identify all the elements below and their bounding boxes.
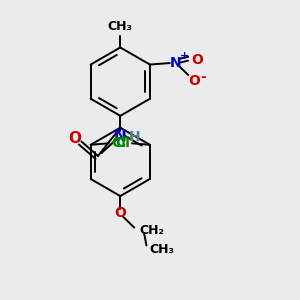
Text: O: O bbox=[188, 74, 200, 88]
Text: +: + bbox=[180, 51, 189, 61]
Text: H: H bbox=[129, 130, 140, 144]
Text: CH₃: CH₃ bbox=[150, 243, 175, 256]
Text: -: - bbox=[200, 70, 206, 84]
Text: O: O bbox=[191, 53, 203, 67]
Text: N: N bbox=[114, 129, 127, 144]
Text: CH₃: CH₃ bbox=[108, 20, 133, 33]
Text: Cl: Cl bbox=[115, 136, 130, 150]
Text: N: N bbox=[169, 56, 181, 70]
Text: O: O bbox=[114, 206, 126, 220]
Text: O: O bbox=[69, 131, 82, 146]
Text: CH₂: CH₂ bbox=[139, 224, 164, 237]
Text: Cl: Cl bbox=[111, 136, 126, 150]
